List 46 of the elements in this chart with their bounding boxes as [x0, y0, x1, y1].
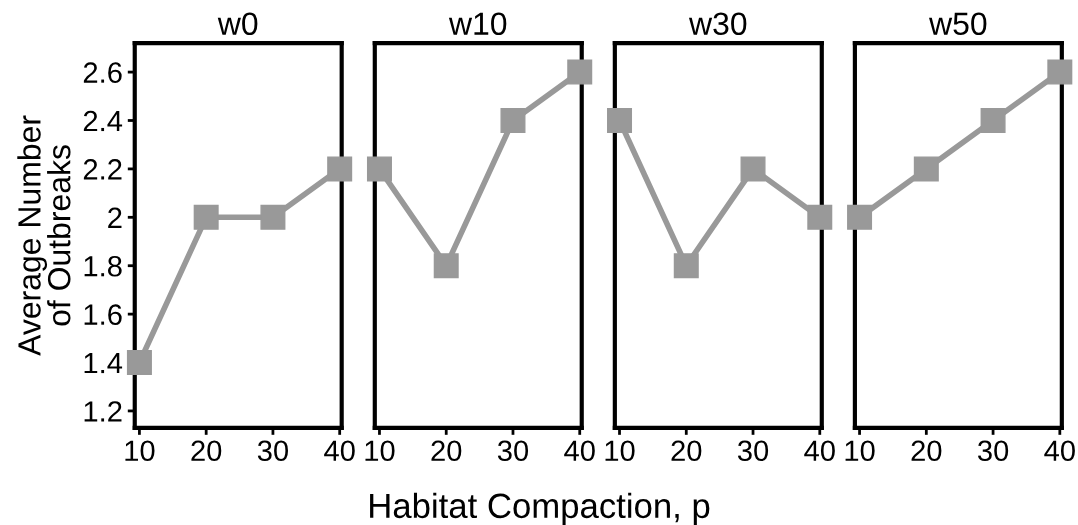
- x-tick-label: 10: [365, 440, 395, 462]
- x-tick-label: 20: [911, 440, 942, 462]
- x-tick-label: 20: [671, 440, 702, 462]
- point: [740, 156, 766, 182]
- y-tick-label: 2.2: [83, 159, 122, 180]
- point: [366, 156, 392, 182]
- point: [567, 59, 593, 85]
- y-tick-label: 2: [108, 207, 122, 228]
- x-tick-label: 30: [497, 440, 529, 462]
- x-tick-label: 40: [804, 440, 835, 462]
- point: [673, 253, 699, 279]
- chart-title: w0: [217, 12, 258, 36]
- point: [260, 204, 286, 230]
- y-tick-label: 2.4: [83, 110, 123, 132]
- point: [607, 107, 633, 133]
- point: [327, 156, 353, 182]
- x-tick-label: 10: [605, 440, 635, 462]
- y-axis-title: Average Number of Outbreaks: [17, 115, 71, 356]
- point: [500, 107, 526, 133]
- x-axis-title: Habitat Compaction, p: [370, 492, 710, 525]
- point: [1047, 59, 1073, 85]
- x-tick-label: 30: [977, 440, 1009, 462]
- x-tick-label: 40: [1044, 440, 1075, 462]
- chart-title: w10: [448, 12, 507, 36]
- y-tick-label: 1.2: [84, 401, 122, 422]
- x-tick-label: 30: [257, 440, 289, 462]
- chart-title: w30: [688, 12, 747, 36]
- chart-title: w50: [929, 12, 987, 36]
- x-tick-label: 10: [125, 440, 155, 462]
- point: [913, 156, 939, 182]
- y-tick-label: 1.6: [84, 304, 122, 325]
- y-tick-label: 1.4: [84, 353, 123, 374]
- x-tick-label: 30: [737, 440, 769, 462]
- point: [980, 107, 1006, 133]
- point: [847, 204, 873, 230]
- y-tick-label: 1.8: [84, 255, 122, 277]
- point: [433, 253, 459, 279]
- y-tick-label: 2.6: [83, 62, 122, 83]
- x-tick-label: 20: [191, 440, 222, 462]
- x-tick-label: 40: [564, 440, 595, 462]
- point: [193, 204, 219, 230]
- x-tick-label: 10: [845, 440, 875, 462]
- point: [807, 204, 833, 230]
- point: [126, 350, 152, 376]
- x-tick-label: 40: [324, 440, 355, 462]
- x-tick-label: 20: [431, 440, 462, 462]
